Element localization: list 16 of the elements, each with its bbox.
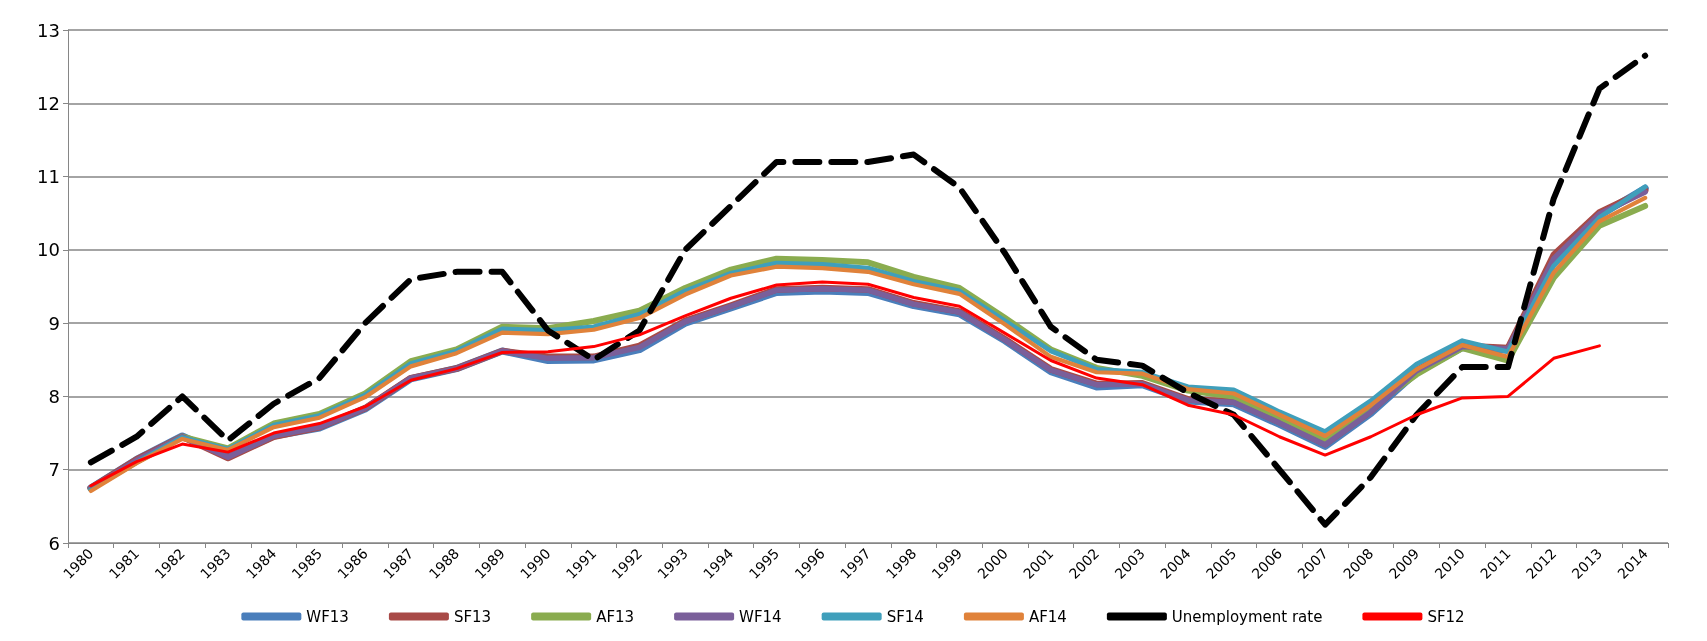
y-tick-label: 12: [37, 92, 60, 114]
y-tick-label: 6: [48, 532, 60, 554]
y-tick-label: 9: [48, 312, 60, 334]
y-tick-label: 11: [37, 166, 60, 188]
legend-label: SF14: [886, 607, 924, 626]
legend-label: WF14: [739, 607, 782, 626]
legend-label: SF13: [453, 607, 492, 626]
y-tick-label: 8: [48, 385, 60, 407]
legend-label: AF13: [596, 607, 635, 626]
y-tick-label: 13: [37, 19, 60, 41]
legend-label: AF14: [1028, 607, 1067, 626]
legend-label: SF12: [1427, 607, 1465, 626]
y-tick-label: 7: [48, 459, 60, 481]
legend-label: Unemployment rate: [1171, 607, 1323, 626]
y-tick-label: 10: [37, 239, 60, 261]
legend-label: WF13: [306, 607, 349, 626]
